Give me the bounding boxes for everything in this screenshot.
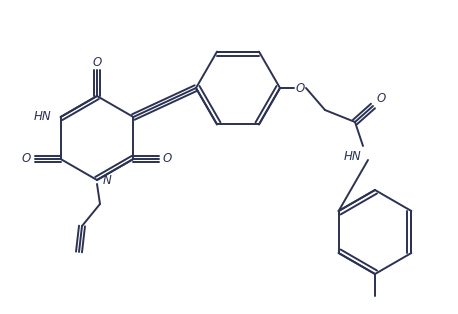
Text: O: O [376,93,386,106]
Text: HN: HN [344,150,362,164]
Text: O: O [163,153,172,165]
Text: O: O [22,153,31,165]
Text: N: N [103,175,111,187]
Text: HN: HN [34,111,51,123]
Text: O: O [93,56,102,68]
Text: O: O [295,82,305,95]
